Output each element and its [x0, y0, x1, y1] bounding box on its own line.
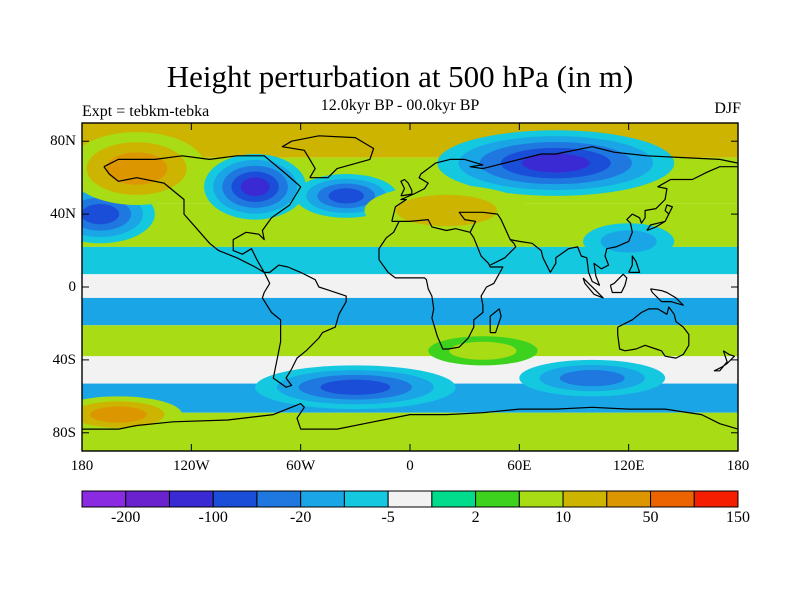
- colorbar-swatch: [475, 490, 520, 508]
- season-label: DJF: [714, 100, 741, 117]
- coastline: [458, 211, 517, 266]
- anomaly-eurasia-high: [364, 184, 529, 236]
- coastline: [82, 403, 738, 430]
- contour-level: [82, 203, 120, 225]
- anomaly-field: [82, 123, 738, 451]
- coastline: [261, 264, 347, 388]
- colorbar-swatch: [693, 490, 739, 508]
- colorbar-label: 50: [642, 509, 659, 526]
- coastline: [400, 178, 413, 197]
- coastline: [646, 204, 674, 232]
- coastline: [378, 219, 504, 350]
- colorbar: [81, 490, 739, 508]
- colorbar-label: -20: [289, 509, 312, 526]
- anomaly-atlantic-low: [295, 174, 398, 218]
- colorbar-label: -200: [111, 509, 141, 526]
- contour-level: [521, 153, 590, 173]
- anomaly-siberia-low: [437, 130, 675, 196]
- coastline: [617, 306, 690, 359]
- field-band: [82, 274, 738, 298]
- anomaly-na-high: [82, 132, 206, 205]
- colorbar-swatch: [168, 490, 214, 508]
- anomaly-southern-low: [255, 365, 456, 410]
- contour-level: [90, 406, 147, 423]
- contour-level: [328, 188, 364, 204]
- x-tick-label: 60W: [286, 458, 316, 474]
- colorbar-swatch: [562, 490, 608, 508]
- colorbar-swatch: [300, 490, 345, 508]
- contour-level: [449, 341, 517, 360]
- colorbar-swatch: [431, 490, 477, 508]
- y-tick-label: 40N: [50, 206, 76, 223]
- map-title: Height perturbation at 500 hPa (in m): [166, 59, 634, 94]
- coastline: [489, 308, 502, 334]
- coastline: [510, 166, 738, 286]
- colorbar-label: 2: [471, 509, 480, 526]
- coastline: [628, 255, 641, 273]
- coastline: [609, 273, 628, 294]
- colorbar-swatch: [343, 490, 389, 508]
- colorbar-swatch: [256, 490, 302, 508]
- x-tick-label: 0: [406, 458, 414, 474]
- contour-level: [320, 379, 391, 395]
- coastlines: [82, 135, 738, 430]
- x-tick-label: 60E: [507, 458, 532, 474]
- y-tick-label: 0: [68, 279, 77, 295]
- x-tick-label: 120W: [172, 458, 210, 474]
- field-band: [82, 325, 738, 357]
- colorbar-swatch: [606, 490, 652, 508]
- colorbar-label: 150: [726, 509, 750, 526]
- x-tick-label: 180: [70, 458, 94, 474]
- contour-level: [240, 177, 270, 197]
- x-tick-label: 180: [726, 458, 750, 474]
- colorbar-swatch: [518, 490, 564, 508]
- experiment-label: Expt = tebkm-tebka: [82, 103, 210, 120]
- coastline: [281, 135, 375, 179]
- axis-ticks: [81, 123, 739, 451]
- contour-level: [105, 152, 168, 185]
- coastline: [649, 288, 684, 306]
- colorbar-label: 10: [555, 509, 572, 526]
- colorbar-swatch: [212, 490, 258, 508]
- y-tick-label: 80S: [52, 424, 76, 441]
- anomaly-sh-high-2: [428, 336, 538, 366]
- colorbar-swatch: [81, 490, 127, 508]
- colorbar-label: -5: [381, 509, 395, 526]
- x-tick-label: 120E: [612, 458, 645, 474]
- colorbar-swatch: [387, 490, 433, 508]
- map-subtitle: 12.0kyr BP - 00.0kyr BP: [320, 97, 480, 114]
- y-tick-label: 80N: [50, 133, 76, 150]
- field-band: [82, 297, 738, 326]
- colorbar-swatch: [125, 490, 170, 508]
- coastline: [713, 350, 736, 372]
- y-tick-label: 40S: [52, 351, 76, 368]
- contour-level: [559, 370, 625, 387]
- colorbar-label: -100: [198, 509, 228, 526]
- coastline: [391, 146, 738, 222]
- anomaly-canada-low: [204, 153, 307, 220]
- coastline: [103, 155, 302, 273]
- contour-level: [395, 194, 497, 227]
- anomaly-southern-low-2: [519, 359, 666, 397]
- coastline: [582, 277, 604, 299]
- colorbar-swatch: [650, 490, 695, 508]
